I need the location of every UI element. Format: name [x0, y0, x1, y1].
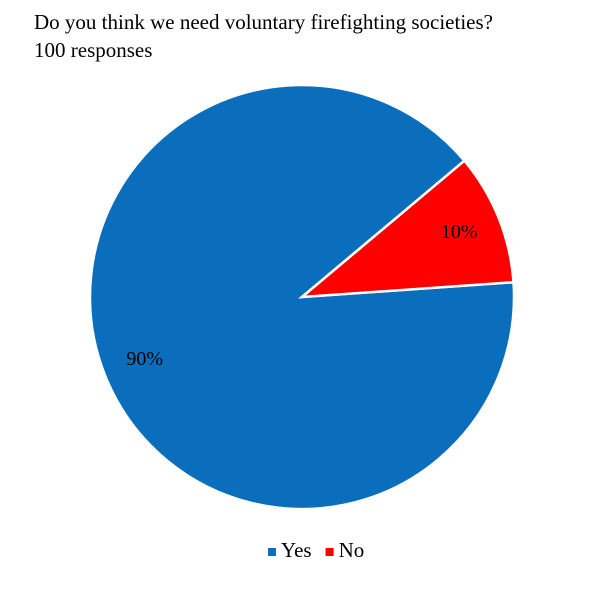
pie-slice [298, 158, 515, 299]
chart-title: Do you think we need voluntary firefight… [34, 10, 493, 34]
chart-subtitle: 100 responses [34, 38, 152, 62]
data-label: 90% [126, 348, 163, 370]
legend-swatch [268, 548, 276, 556]
legend-swatch [325, 548, 334, 556]
legend-label: No [339, 538, 365, 562]
legend-label: Yes [281, 538, 312, 562]
data-label: 10% [441, 221, 478, 243]
